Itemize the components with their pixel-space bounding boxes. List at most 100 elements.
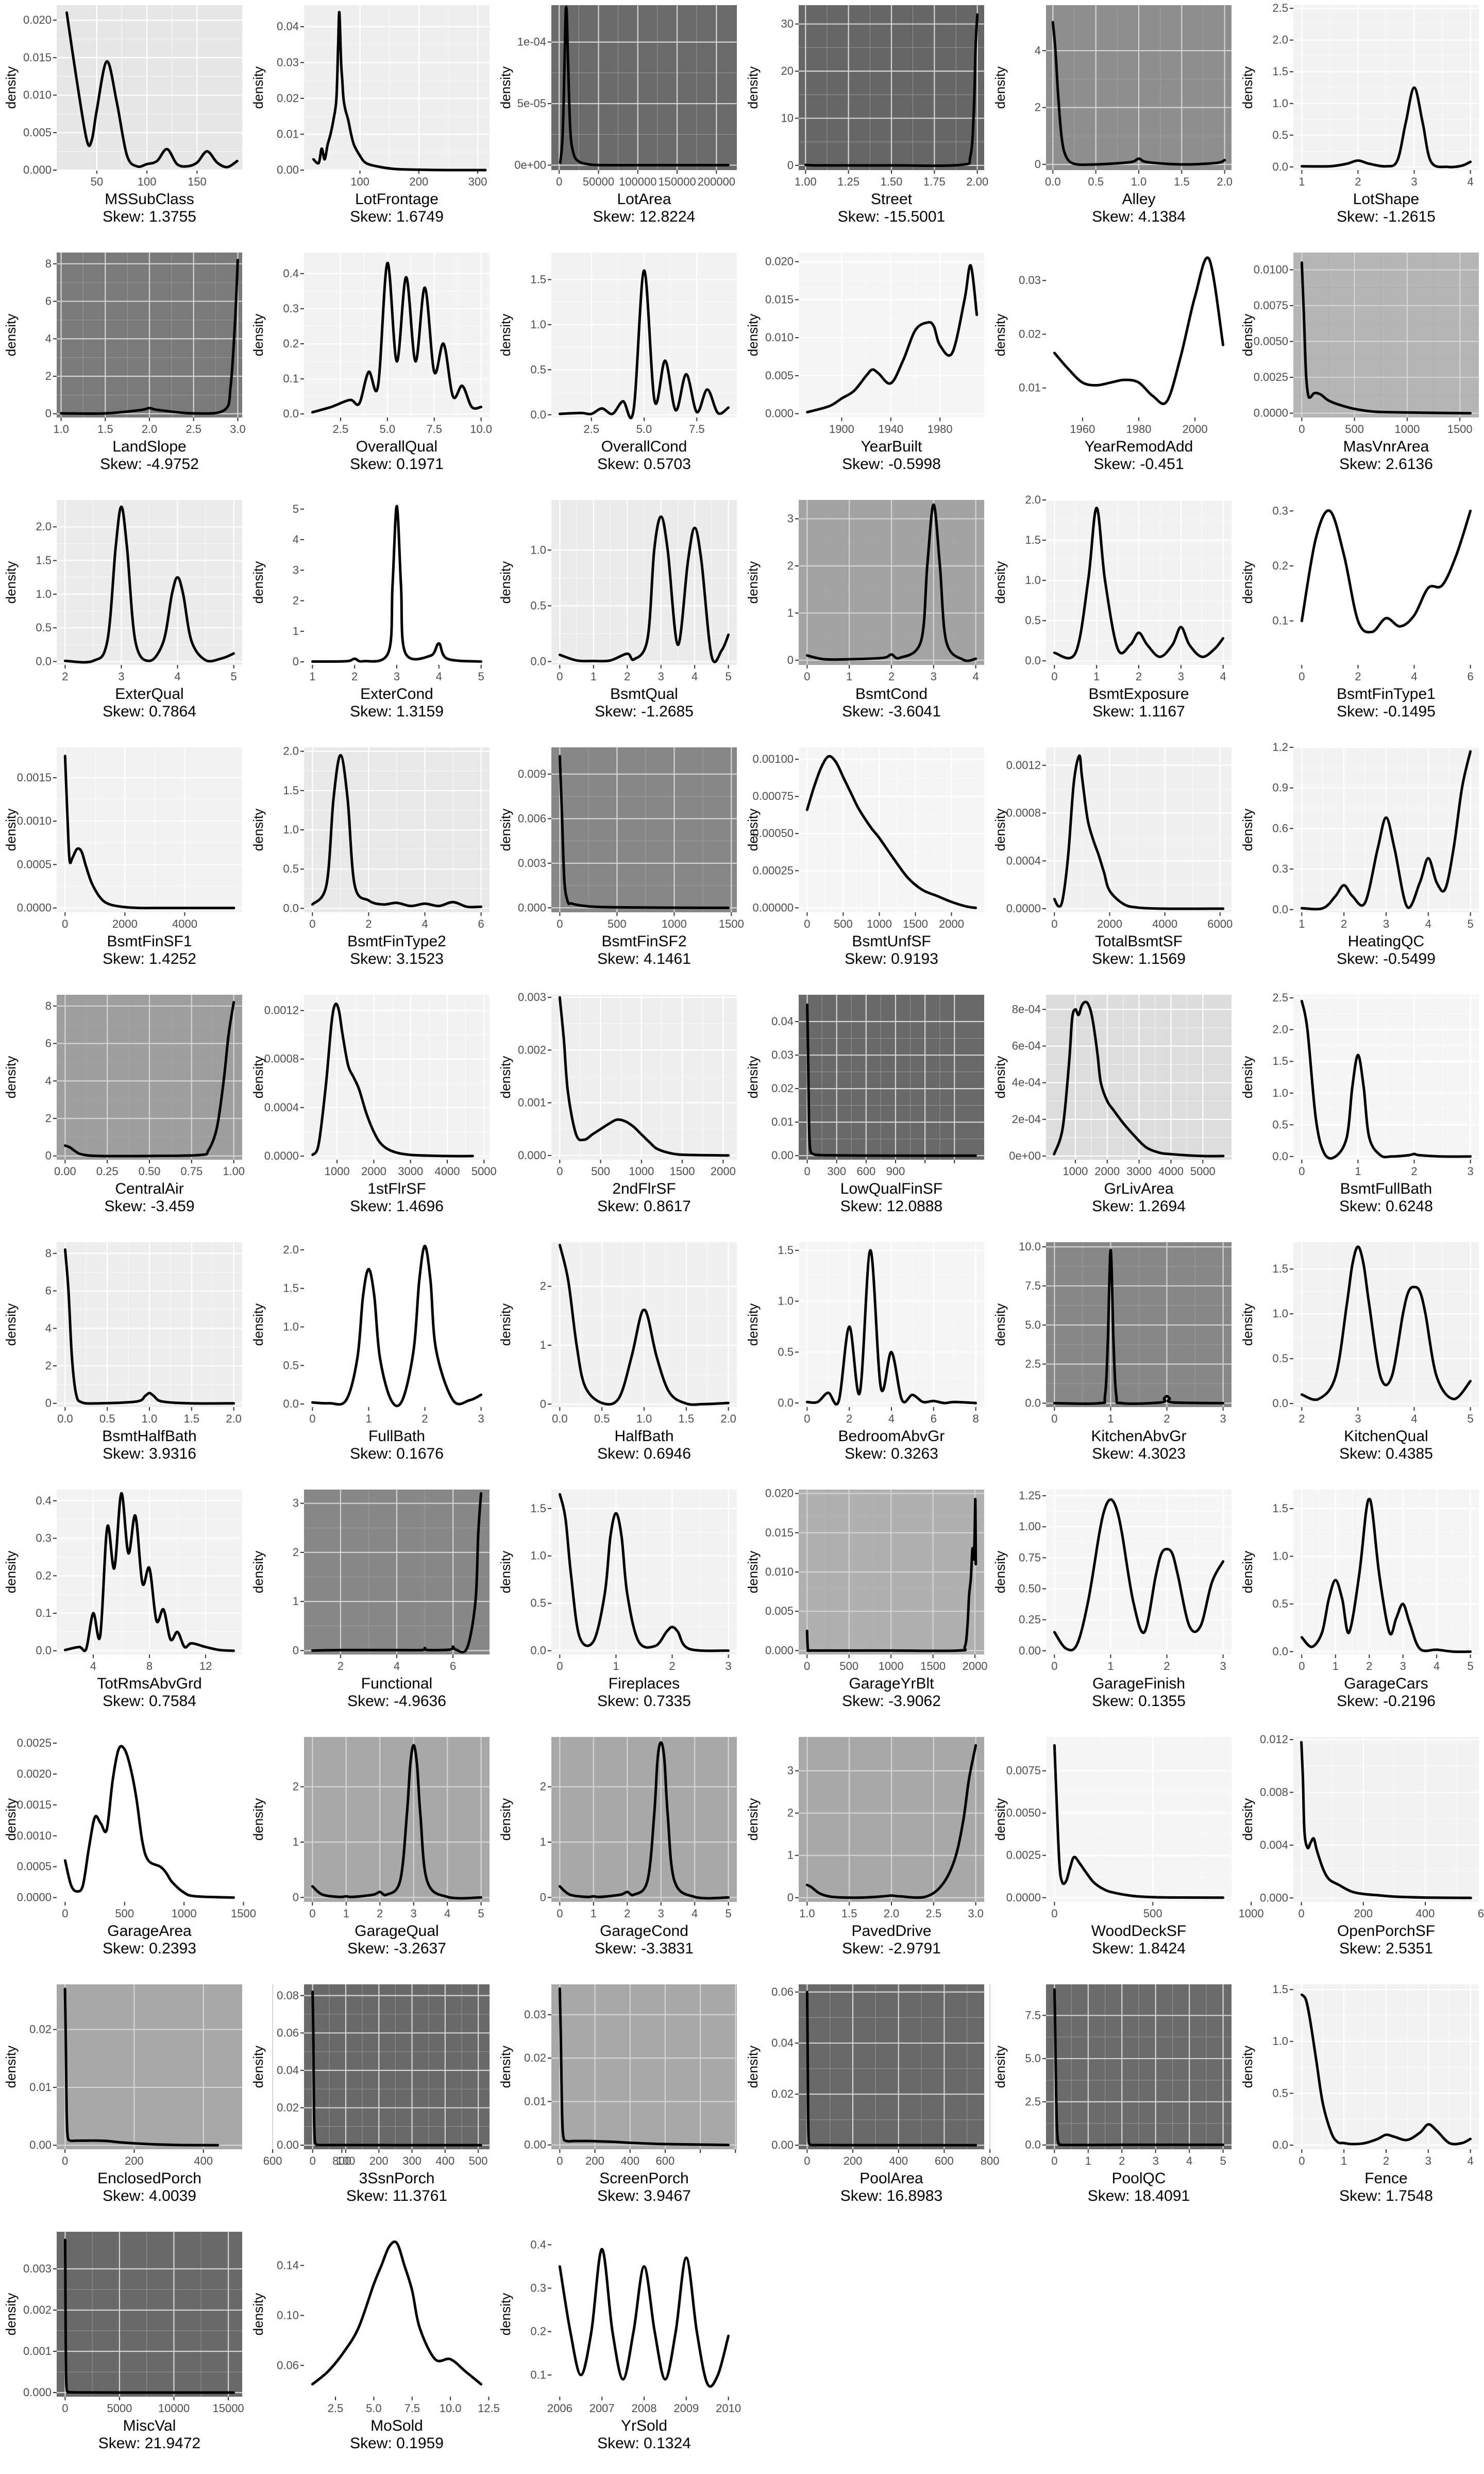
x-tick-label: 2 [1366, 1660, 1372, 1673]
x-tick-label: 7.5 [689, 423, 705, 436]
x-tick-label: 1000 [1063, 1165, 1088, 1178]
density-chart: 1960 1980 2000 0.01 0.02 0.03 density YearRemod… [992, 253, 1232, 473]
x-tick-label: 2006 [547, 2402, 572, 2415]
y-tick-label: 2.0 [1272, 34, 1288, 46]
y-tick-label: 0.0 [1272, 903, 1288, 916]
skew-label: Skew: 0.9193 [845, 950, 938, 967]
y-axis-label: density [3, 1551, 19, 1593]
density-line [311, 1492, 483, 1653]
x-tick-label: 2000 [112, 917, 138, 930]
y-axis-label: density [992, 1798, 1008, 1841]
density-chart: 100 200 300 0.00 0.01 0.02 0.03 0.04 density LotF… [250, 5, 490, 225]
y-tick-label: 1.0 [530, 1549, 546, 1562]
y-tick-label: 0.04 [771, 2036, 794, 2049]
density-chart: 2006 2007 2008 2009 2010 0.1 0.2 0.3 0.4 density Y… [498, 2232, 741, 2452]
y-tick-label: 0.020 [23, 13, 52, 26]
y-tick-label: 0.005 [23, 126, 52, 139]
skew-label: Skew: 4.1384 [1092, 208, 1186, 225]
density-panel-lotshape: 1 2 3 4 0.0 0.5 1.0 1.5 2.0 2.5 density LotShape Ske… [1237, 0, 1484, 247]
density-panel-kitchenabvgr: 0 1 2 3 0.0 2.5 5.0 7.5 10.0 density KitchenAbvGr S… [989, 1237, 1237, 1484]
x-tick-label: 3 [1220, 1660, 1226, 1673]
x-tick-label: 1.00 [795, 175, 817, 188]
x-tick-label: 100 [138, 175, 157, 188]
x-tick-label: 5 [1220, 2154, 1226, 2167]
skew-label: Skew: 4.3023 [1092, 1445, 1186, 1462]
density-chart: 0 200 400 600 800 0.00 0.01 0.02 density Enclosed… [3, 1984, 351, 2204]
y-tick-label: 2.5 [1025, 2095, 1041, 2108]
x-tick-label: 2 [365, 917, 372, 930]
x-tick-label: 150 [188, 175, 207, 188]
x-tick-label: 7.5 [426, 423, 442, 436]
y-tick-label: 0.003 [518, 857, 546, 870]
x-axis-label: BsmtQual [610, 686, 678, 703]
y-tick-label: 0.2 [283, 337, 299, 350]
x-tick-label: 1900 [829, 423, 854, 436]
x-tick-label: 0 [62, 1907, 68, 1920]
y-axis-label: density [3, 2046, 19, 2088]
x-tick-label: 2.5 [328, 2402, 344, 2415]
density-chart: 0 1 2 3 0.0 0.5 1.0 1.5 2.0 density FullBathSkew: … [250, 1242, 490, 1462]
x-tick-label: 600 [1478, 1907, 1484, 1920]
density-panel-totrmsabvgrd: 4 8 12 0.0 0.1 0.2 0.3 0.4 density TotRmsAbvGrd Sk… [0, 1484, 247, 1732]
density-line [63, 1745, 235, 1899]
x-axis-label: HeatingQC [1348, 933, 1424, 950]
x-axis-label: MoSold [370, 2417, 423, 2434]
y-tick-label: 0.0000 [1006, 902, 1041, 915]
x-tick-label: 6 [931, 1412, 937, 1425]
y-tick-label: 6 [45, 1284, 52, 1297]
density-line [1300, 1498, 1472, 1653]
x-tick-label: 0 [310, 2154, 316, 2167]
skew-label: Skew: 2.5351 [1339, 1940, 1433, 1957]
x-tick-label: 5.0 [636, 423, 652, 436]
density-chart: 4 8 12 0.0 0.1 0.2 0.3 0.4 density TotRmsAbvGrdSk… [3, 1490, 242, 1710]
x-tick-label: 3000 [1126, 1165, 1152, 1178]
x-axis-label: Fence [1364, 2170, 1407, 2187]
x-tick-label: 1500 [903, 917, 928, 930]
y-axis-label: density [498, 314, 513, 356]
plot-panel-background [799, 995, 984, 1160]
y-tick-label: 2e-04 [1012, 1113, 1041, 1126]
y-tick-label: 0.0075 [1254, 299, 1288, 312]
plot-panel-background [551, 995, 737, 1160]
x-tick-label: 2007 [589, 2402, 615, 2415]
y-tick-label: 2 [293, 594, 299, 607]
y-axis-label: density [3, 2293, 19, 2335]
y-tick-label: 0.002 [518, 1043, 546, 1056]
x-tick-label: 2 [1119, 2154, 1125, 2167]
density-panel-fireplaces: 0 1 2 3 0.0 0.5 1.0 1.5 density Fireplaces Skew: 0… [495, 1484, 742, 1732]
x-axis-label: LotShape [1353, 191, 1419, 208]
density-panel-bedroomabvgr: 0 2 4 6 8 0.0 0.5 1.0 1.5 density BedroomAbvGr Skew… [742, 1237, 989, 1484]
plot-panel-background [57, 2232, 242, 2397]
x-tick-label: 300 [402, 2154, 421, 2167]
x-tick-label: 12.5 [478, 2402, 500, 2415]
density-line [1053, 1744, 1225, 1899]
y-tick-label: 0.5 [530, 363, 546, 376]
x-tick-label: 500 [834, 917, 853, 930]
skew-label: Skew: 4.1461 [597, 950, 691, 967]
y-tick-label: 0.1 [530, 2368, 546, 2381]
density-chart: 2.5 5.0 7.5 0.0 0.5 1.0 1.5 density OverallCondS… [498, 253, 737, 473]
y-tick-label: 0.000 [23, 163, 52, 176]
y-tick-label: 0.0 [530, 655, 546, 668]
x-tick-label: 2000 [1094, 1165, 1120, 1178]
y-tick-label: 0.1 [36, 1607, 52, 1619]
density-line [60, 259, 239, 415]
density-panel-alley: 0.0 0.5 1.0 1.5 2.0 0 2 4 density Alley Skew: 4.13… [989, 0, 1237, 247]
x-tick-label: 50000 [583, 175, 614, 188]
y-tick-label: 0.0050 [1006, 1807, 1041, 1819]
x-tick-label: 1000 [172, 1907, 197, 1920]
x-tick-label: 1 [1355, 1165, 1361, 1178]
x-tick-label: 1 [1333, 1660, 1339, 1673]
skew-label: Skew: -15.5001 [838, 208, 945, 225]
y-tick-label: 4 [293, 533, 299, 546]
x-tick-label: 2009 [673, 2402, 699, 2415]
y-tick-label: 2 [45, 1359, 52, 1372]
x-axis-label: ExterQual [115, 686, 183, 703]
y-axis-label: density [498, 1798, 513, 1841]
y-tick-label: 0.5 [1272, 1352, 1288, 1365]
y-axis-label: density [745, 809, 761, 851]
